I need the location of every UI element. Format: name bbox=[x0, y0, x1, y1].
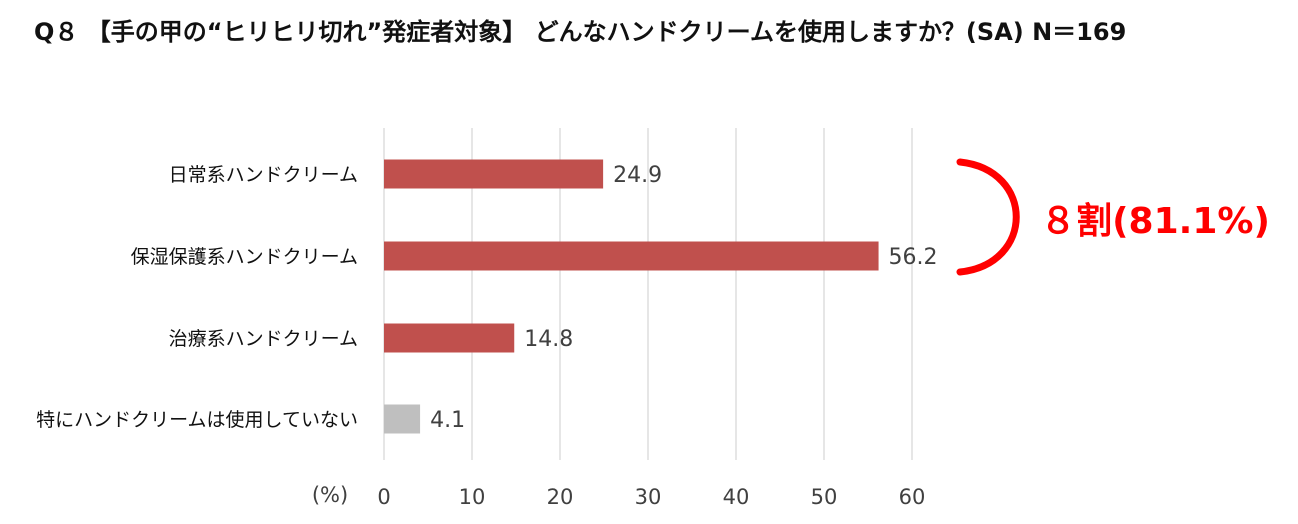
data-label: 4.1 bbox=[430, 408, 465, 433]
category-label: 保湿保護系ハンドクリーム bbox=[131, 246, 358, 268]
bar bbox=[384, 323, 515, 353]
category-label: 日常系ハンドクリーム bbox=[169, 164, 358, 186]
x-axis-label: (%) bbox=[312, 483, 348, 507]
x-tick-label: 0 bbox=[377, 485, 390, 509]
data-label: 14.8 bbox=[524, 327, 573, 352]
bars bbox=[384, 159, 879, 434]
bar bbox=[384, 159, 604, 189]
value-labels: 24.9 56.2 14.8 4.1 bbox=[430, 163, 937, 433]
x-tick-labels: 0 10 20 30 40 50 60 bbox=[377, 485, 925, 509]
annotation-text: ８割(81.1%) bbox=[1040, 201, 1270, 242]
x-tick-label: 50 bbox=[811, 485, 838, 509]
x-tick-label: 40 bbox=[723, 485, 750, 509]
data-label: 24.9 bbox=[613, 163, 662, 188]
bar bbox=[384, 241, 879, 271]
x-tick-label: 20 bbox=[547, 485, 574, 509]
x-tick-label: 60 bbox=[899, 485, 926, 509]
category-label: 特にハンドクリームは使用していない bbox=[36, 409, 358, 431]
page-title: Q８ 【手の甲の“ヒリヒリ切れ”発症者対象】 どんなハンドクリームを使用しますか… bbox=[34, 18, 1127, 46]
x-tick-label: 30 bbox=[635, 485, 662, 509]
x-tick-label: 10 bbox=[459, 485, 486, 509]
data-label: 56.2 bbox=[889, 245, 938, 270]
bar bbox=[384, 404, 421, 434]
category-label: 治療系ハンドクリーム bbox=[169, 328, 358, 350]
category-labels: 日常系ハンドクリーム保湿保護系ハンドクリーム治療系ハンドクリーム特にハンドクリー… bbox=[36, 164, 358, 431]
annotation-bracket bbox=[956, 158, 1020, 276]
